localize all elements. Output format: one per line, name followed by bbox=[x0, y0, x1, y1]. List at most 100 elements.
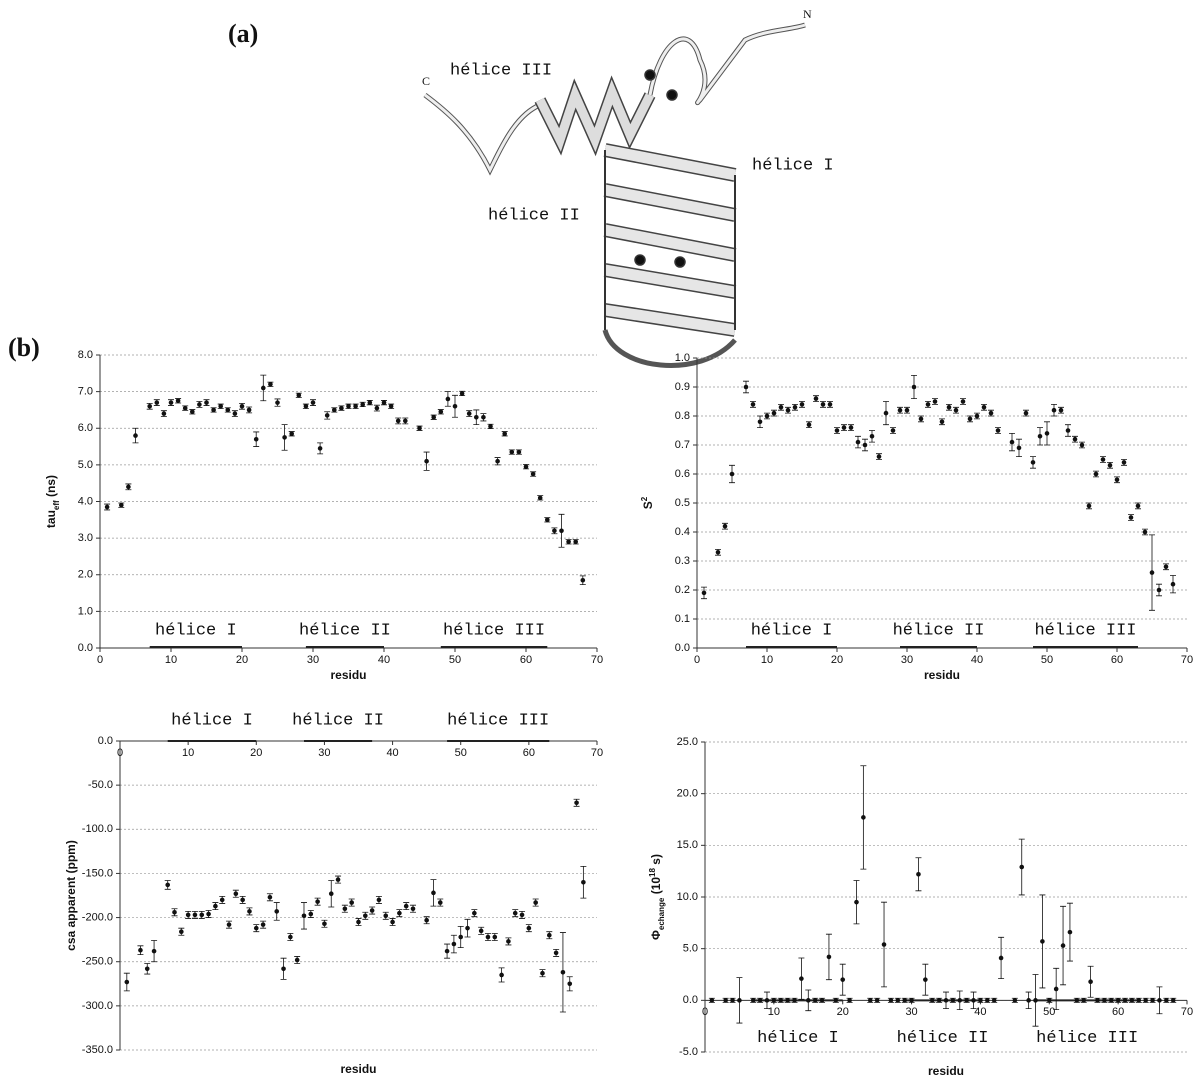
data-point bbox=[902, 998, 907, 1003]
data-point bbox=[233, 891, 239, 897]
y-tick-label: 20.0 bbox=[677, 788, 698, 800]
data-point bbox=[1149, 570, 1155, 575]
data-point bbox=[730, 998, 735, 1003]
x-tick-label: 40 bbox=[974, 1006, 986, 1018]
data-point bbox=[533, 900, 538, 905]
y-tick-label: 4.0 bbox=[78, 495, 93, 507]
data-point bbox=[151, 948, 157, 954]
data-point bbox=[1033, 998, 1038, 1003]
data-point bbox=[861, 815, 866, 820]
data-point bbox=[1100, 457, 1106, 462]
data-point bbox=[840, 977, 846, 982]
y-tick-label: 25.0 bbox=[677, 736, 698, 748]
data-point bbox=[909, 998, 914, 1003]
data-point bbox=[147, 403, 152, 409]
data-point bbox=[1072, 436, 1078, 442]
data-point bbox=[560, 970, 566, 975]
data-point bbox=[581, 879, 586, 885]
data-point bbox=[124, 979, 130, 985]
helix-label: hélice II bbox=[897, 1029, 989, 1048]
data-point bbox=[792, 998, 797, 1003]
y-tick-label: 0.7 bbox=[675, 439, 690, 451]
data-point bbox=[785, 998, 790, 1003]
y-axis-title-part: (ns) bbox=[44, 475, 58, 500]
data-point bbox=[1135, 503, 1141, 509]
data-point bbox=[1114, 477, 1120, 483]
y-tick-label: -100.0 bbox=[82, 823, 113, 835]
data-point bbox=[757, 998, 763, 1003]
data-point bbox=[459, 391, 465, 396]
data-point bbox=[342, 906, 348, 912]
y-tick-label: -350.0 bbox=[82, 1044, 113, 1056]
x-axis-title: residu bbox=[340, 1062, 376, 1076]
data-point bbox=[771, 998, 777, 1003]
data-point bbox=[1046, 998, 1052, 1003]
data-point bbox=[488, 424, 493, 429]
data-point bbox=[1079, 442, 1085, 448]
panel-label: (a) bbox=[228, 19, 258, 48]
y-axis-title-part: csa apparent (ppm) bbox=[64, 840, 78, 951]
data-point bbox=[923, 977, 928, 982]
data-point bbox=[369, 908, 375, 913]
data-point bbox=[403, 903, 409, 909]
panel-label: (b) bbox=[8, 333, 40, 362]
data-point bbox=[764, 998, 770, 1003]
data-point bbox=[190, 409, 195, 415]
data-point bbox=[812, 998, 818, 1003]
data-point bbox=[916, 871, 921, 877]
data-point bbox=[395, 418, 401, 424]
x-tick-label: 40 bbox=[386, 747, 398, 759]
data-point bbox=[274, 909, 280, 914]
data-point bbox=[213, 903, 218, 909]
data-point bbox=[1093, 471, 1099, 477]
x-tick-label: 70 bbox=[1181, 654, 1193, 666]
data-point bbox=[317, 446, 323, 451]
helix-label: hélice III bbox=[443, 621, 545, 640]
data-point bbox=[743, 384, 749, 390]
x-axis-title: residu bbox=[928, 1064, 964, 1077]
data-point bbox=[537, 495, 543, 501]
data-point bbox=[1058, 407, 1064, 413]
y-axis-title-part: eff bbox=[52, 500, 61, 510]
data-point bbox=[104, 504, 110, 510]
data-point bbox=[953, 407, 959, 413]
data-point bbox=[296, 392, 302, 398]
diagram-label: hélice I bbox=[752, 156, 834, 175]
data-point bbox=[509, 449, 515, 455]
data-point bbox=[192, 912, 198, 918]
data-point bbox=[841, 425, 847, 430]
data-point bbox=[239, 403, 245, 409]
data-point bbox=[328, 891, 334, 897]
data-point bbox=[485, 934, 491, 940]
data-point bbox=[904, 407, 910, 413]
x-tick-label: 40 bbox=[378, 654, 390, 666]
data-point bbox=[383, 913, 389, 919]
x-tick-label: 20 bbox=[250, 747, 262, 759]
data-point bbox=[465, 925, 470, 931]
x-tick-label: 20 bbox=[236, 654, 248, 666]
y-axis-title-part: echange bbox=[657, 897, 666, 930]
data-point bbox=[126, 484, 131, 490]
data-point bbox=[869, 434, 875, 439]
data-point bbox=[282, 435, 287, 440]
data-point bbox=[219, 897, 225, 903]
x-tick-label: 0 bbox=[117, 747, 123, 759]
data-point bbox=[410, 906, 416, 912]
data-point bbox=[353, 403, 358, 409]
x-tick-label: 30 bbox=[307, 654, 319, 666]
data-point bbox=[437, 900, 443, 905]
data-point bbox=[232, 411, 238, 416]
data-point bbox=[911, 384, 917, 390]
x-axis-title: residu bbox=[924, 668, 960, 682]
helix-label: hélice II bbox=[299, 621, 391, 640]
data-point bbox=[757, 419, 763, 425]
data-point bbox=[332, 407, 337, 413]
data-point bbox=[722, 523, 728, 529]
data-point bbox=[452, 403, 458, 409]
data-point bbox=[526, 925, 532, 931]
y-tick-label: -300.0 bbox=[82, 1000, 113, 1012]
data-point bbox=[1170, 581, 1176, 587]
y-tick-label: 0.2 bbox=[675, 584, 690, 596]
data-point bbox=[199, 912, 205, 918]
data-point bbox=[1012, 998, 1018, 1003]
